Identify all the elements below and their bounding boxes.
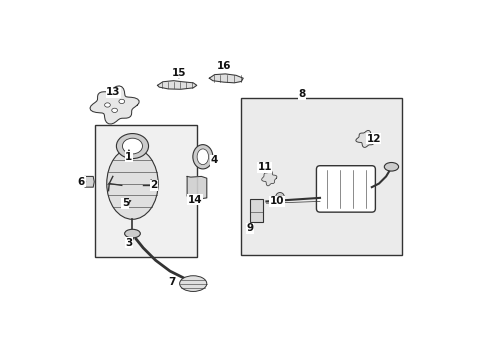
Ellipse shape — [122, 138, 143, 154]
Text: 11: 11 — [257, 162, 272, 172]
Polygon shape — [209, 74, 243, 83]
Text: 5: 5 — [122, 198, 129, 208]
Bar — [95, 125, 197, 257]
Text: 16: 16 — [216, 61, 231, 71]
Polygon shape — [90, 86, 139, 124]
Text: 12: 12 — [367, 134, 381, 144]
Text: 9: 9 — [247, 223, 254, 233]
FancyBboxPatch shape — [317, 166, 375, 212]
Bar — [242, 98, 402, 255]
Text: 13: 13 — [106, 87, 121, 98]
Polygon shape — [262, 171, 277, 186]
Bar — [249, 199, 263, 222]
Text: 14: 14 — [188, 195, 202, 204]
Text: 3: 3 — [125, 238, 132, 248]
Ellipse shape — [107, 148, 158, 219]
Polygon shape — [85, 176, 94, 187]
Ellipse shape — [193, 145, 213, 169]
Text: 4: 4 — [211, 156, 219, 165]
Text: 8: 8 — [298, 89, 306, 99]
Ellipse shape — [384, 162, 398, 171]
Ellipse shape — [104, 103, 110, 107]
Text: 10: 10 — [270, 197, 284, 206]
Polygon shape — [356, 130, 377, 147]
Ellipse shape — [124, 229, 140, 238]
Text: 2: 2 — [150, 180, 157, 190]
Ellipse shape — [197, 149, 209, 165]
Polygon shape — [187, 176, 207, 200]
Ellipse shape — [180, 276, 207, 292]
Ellipse shape — [117, 134, 148, 158]
Ellipse shape — [112, 108, 118, 112]
Ellipse shape — [276, 193, 284, 201]
Text: 15: 15 — [172, 68, 186, 78]
Text: 7: 7 — [168, 277, 175, 287]
Text: 1: 1 — [125, 152, 132, 162]
Text: 6: 6 — [78, 177, 85, 187]
Ellipse shape — [119, 99, 124, 104]
Polygon shape — [157, 81, 197, 89]
